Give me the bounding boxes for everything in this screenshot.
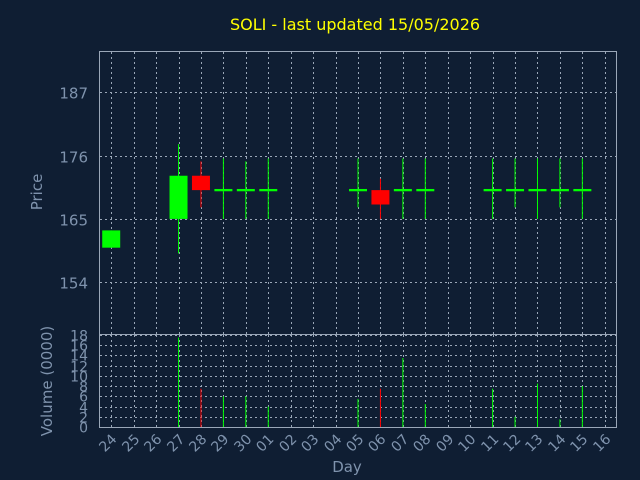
- volume-tick-label: 14: [70, 349, 88, 365]
- volume-tick-label: 12: [70, 360, 88, 376]
- candle-body: [259, 188, 278, 192]
- x-tick-label: 05: [343, 432, 367, 456]
- x-tick-label: 09: [433, 432, 457, 456]
- candle-body: [169, 175, 188, 219]
- x-tick-label: 24: [96, 431, 120, 455]
- x-tick-label: 28: [186, 432, 210, 456]
- candle-body: [550, 188, 569, 192]
- x-tick-label: 16: [590, 431, 614, 455]
- candle-body: [528, 188, 547, 192]
- x-tick-label: 03: [298, 432, 322, 456]
- x-tick-label: 04: [321, 431, 345, 455]
- volume-tick-label: 10: [70, 370, 88, 386]
- price-tick-label: 187: [59, 85, 88, 103]
- candle-body: [214, 188, 233, 192]
- x-tick-label: 02: [276, 432, 300, 456]
- x-tick-label: 08: [410, 432, 434, 456]
- volume-panel-frame: [99, 334, 617, 428]
- x-tick-label: 25: [119, 432, 143, 456]
- candle-body: [483, 188, 502, 192]
- candle-body: [236, 188, 255, 192]
- candle-body: [371, 190, 390, 205]
- x-tick-label: 14: [545, 431, 569, 455]
- candle-body: [102, 230, 121, 248]
- candle-body: [416, 188, 435, 192]
- x-tick-label: 27: [164, 432, 188, 456]
- volume-tick-label: 6: [79, 390, 88, 406]
- candle-body: [191, 175, 210, 191]
- x-axis-label: Day: [332, 458, 362, 476]
- volume-tick-label: 18: [70, 329, 88, 345]
- x-tick-label: 01: [253, 432, 277, 456]
- volume-tick-label: 8: [79, 380, 88, 396]
- x-tick-label: 29: [208, 432, 232, 456]
- price-tick-label: 176: [59, 149, 88, 167]
- x-tick-label: 12: [500, 432, 524, 456]
- volume-axis-label: Volume (0000): [38, 326, 56, 436]
- volume-tick-label: 2: [79, 411, 88, 427]
- volume-tick-label: 16: [70, 339, 88, 355]
- x-tick-label: 07: [388, 432, 412, 456]
- candle-body: [506, 188, 525, 192]
- x-tick-label: 15: [567, 432, 591, 456]
- x-tick-label: 11: [478, 432, 502, 456]
- price-tick-label: 154: [59, 275, 88, 293]
- volume-tick-label: 0: [79, 421, 88, 437]
- x-tick-label: 10: [455, 432, 479, 456]
- x-tick-label: 06: [365, 431, 389, 455]
- x-tick-label: 30: [231, 432, 255, 456]
- x-tick-label: 26: [141, 431, 165, 455]
- volume-tick-label: 4: [79, 401, 88, 417]
- x-tick-label: 13: [522, 432, 546, 456]
- chart-title: SOLI - last updated 15/05/2026: [230, 15, 480, 34]
- candle-body: [393, 188, 412, 192]
- price-axis-label: Price: [28, 174, 46, 211]
- candle-body: [573, 188, 592, 192]
- candle-body: [349, 188, 367, 192]
- price-tick-label: 165: [59, 212, 88, 230]
